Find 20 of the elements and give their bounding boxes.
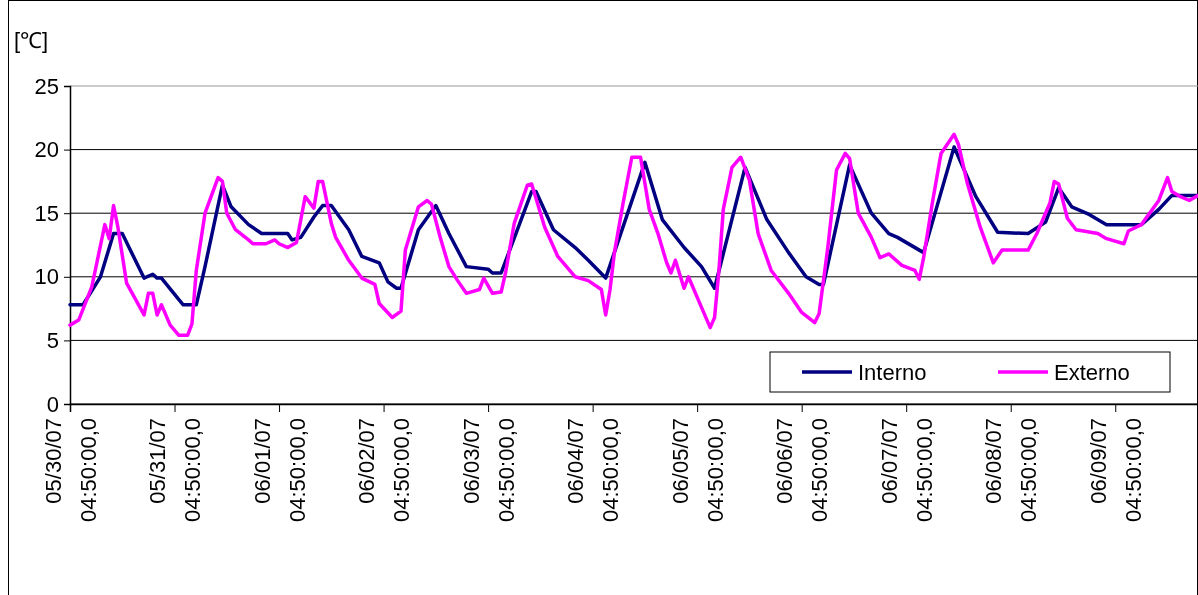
y-tick-label: 0 xyxy=(46,391,59,417)
x-tick-label: 06/02/07 04:50:00,0 xyxy=(354,418,415,522)
x-tick-label: 06/08/07 04:50:00,0 xyxy=(981,418,1042,522)
x-tick-label: 06/05/07 04:50:00,0 xyxy=(667,418,728,522)
x-tick-label: 06/03/07 04:50:00,0 xyxy=(458,418,519,522)
x-tick-label: 05/31/07 04:50:00,0 xyxy=(145,418,206,522)
y-tick-label: 10 xyxy=(34,264,59,290)
x-tick-label: 06/07/07 04:50:00,0 xyxy=(876,418,937,522)
x-tick-label: 06/04/07 04:50:00,0 xyxy=(563,418,624,522)
y-tick-label: 25 xyxy=(34,73,59,99)
y-tick-label: 20 xyxy=(34,137,59,163)
y-tick-label: 5 xyxy=(46,327,59,353)
legend-label: Interno xyxy=(858,360,927,385)
x-tick-label: 06/06/07 04:50:00,0 xyxy=(772,418,833,522)
y-tick-label: 15 xyxy=(34,200,59,226)
x-tick-label: 06/09/07 04:50:00,0 xyxy=(1085,418,1146,522)
x-tick-label: 06/01/07 04:50:00,0 xyxy=(249,418,310,522)
y-axis-title: [℃] xyxy=(14,28,49,53)
x-tick-label: 05/30/07 04:50:00,0 xyxy=(40,418,101,522)
legend-label: Externo xyxy=(1054,360,1130,385)
